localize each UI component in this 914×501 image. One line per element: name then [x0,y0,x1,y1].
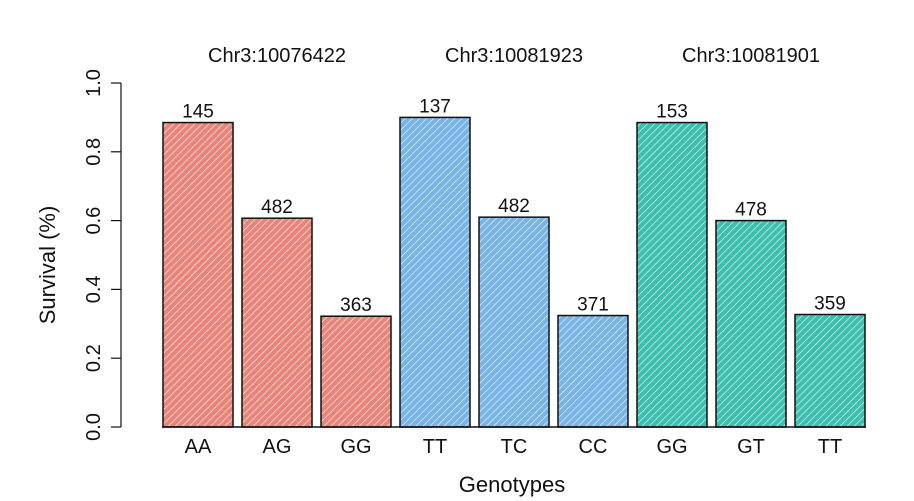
group-title: Chr3:10076422 [208,45,346,67]
group-title: Chr3:10081923 [445,45,583,67]
x-tick-label: AG [263,436,292,458]
bar-count-label: 153 [656,102,688,123]
bar-count-label: 482 [261,197,293,218]
y-tick-label: 0.0 [83,413,105,441]
bar-hatch [636,121,708,428]
y-tick-label: 0.2 [83,344,105,372]
x-tick-label: TC [501,436,528,458]
bar-count-label: 359 [814,294,846,315]
y-tick-label: 0.6 [83,207,105,235]
y-axis: 0.0 0.2 0.4 0.6 0.8 1.0 [83,69,122,441]
bar-hatch [478,216,550,428]
x-axis-label: Genotypes [459,472,565,497]
bar-hatch [399,116,471,428]
x-tick-label: TT [818,436,842,458]
bars-layer: Chr3:10076422 145 AA 482 AG 363 GG Chr3:1008192… [162,45,866,458]
y-tick-label: 1.0 [83,69,105,97]
bar-count-label: 145 [182,102,214,123]
bar-count-label: 363 [340,295,372,316]
x-tick-label: CC [579,436,608,458]
bar-hatch [715,219,787,428]
x-tick-label: TT [423,436,447,458]
bar-hatch [557,314,629,428]
bar-count-label: 478 [735,200,767,221]
bar-hatch [241,217,313,428]
group-title: Chr3:10081901 [682,45,820,67]
bar-count-label: 371 [577,295,609,316]
bar-count-label: 137 [419,96,451,117]
x-tick-label: GT [737,436,765,458]
y-tick-label: 0.4 [83,275,105,303]
bar-hatch [320,315,392,428]
bar-hatch [794,313,866,428]
bar-count-label: 482 [498,196,530,217]
y-axis-label: Survival (%) [35,206,60,325]
bar-hatch [162,121,234,428]
x-tick-label: GG [340,436,371,458]
x-tick-label: AA [185,436,212,458]
y-tick-label: 0.8 [83,138,105,166]
x-tick-label: GG [656,436,687,458]
